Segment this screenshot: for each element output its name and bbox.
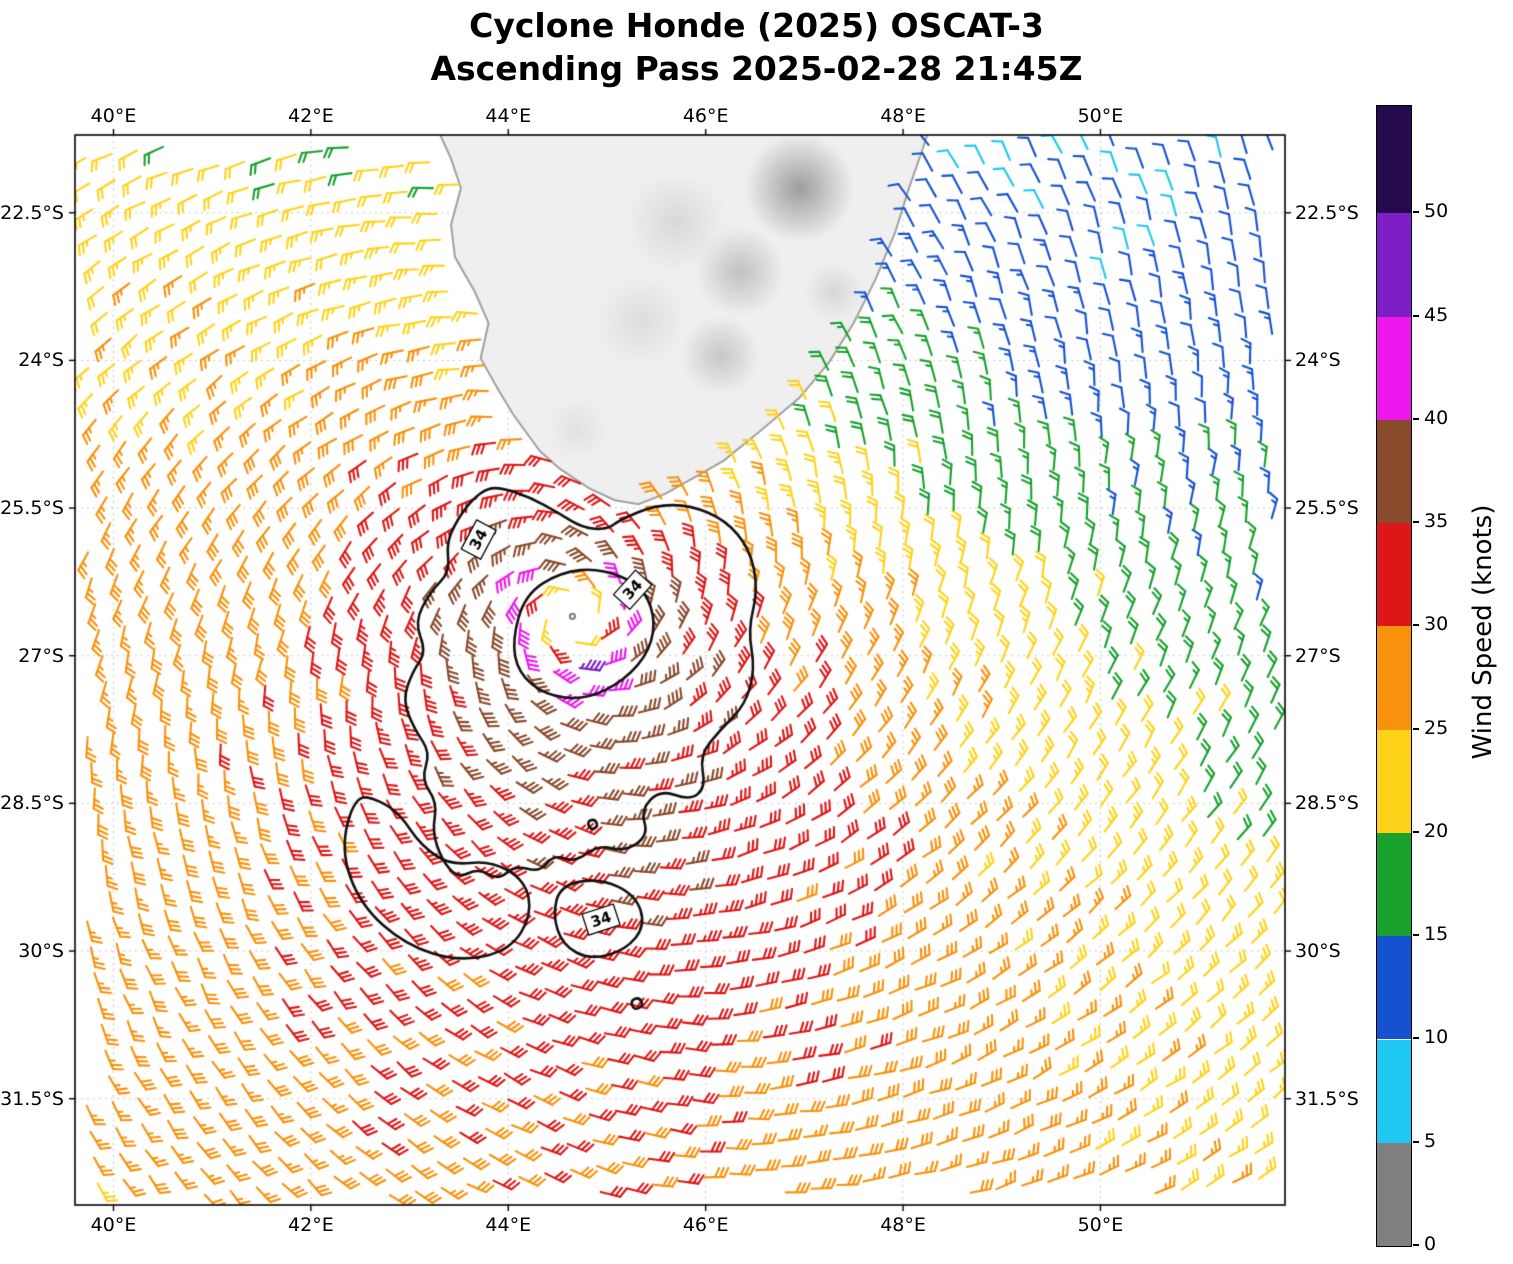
lon-tick-label-top-0: 40°E xyxy=(90,105,137,127)
lat-tick-label-right-2: 25.5°S xyxy=(1295,497,1359,520)
lon-tick-label-bottom-1: 42°E xyxy=(288,1214,334,1236)
lon-tick-label-top-2: 44°E xyxy=(485,105,532,127)
colorbar-tick-label-20: 20 xyxy=(1424,819,1449,842)
title-line-2: Ascending Pass 2025-02-28 21:45Z xyxy=(430,49,1083,88)
colorbar-tick-label-35: 35 xyxy=(1424,510,1449,533)
lon-tick-label-bottom-5: 50°E xyxy=(1077,1214,1124,1236)
colorbar-tick-label-15: 15 xyxy=(1424,923,1449,946)
lat-tick-label-right-6: 31.5°S xyxy=(1295,1087,1359,1110)
lon-tick-label-bottom-0: 40°E xyxy=(90,1214,137,1236)
lon-tick-label-bottom-4: 48°E xyxy=(880,1214,926,1236)
colorbar-tickmark-35 xyxy=(1413,521,1419,524)
colorbar-tick-label-10: 10 xyxy=(1424,1026,1449,1049)
colorbar-segment-10-15 xyxy=(1377,936,1411,1040)
lon-tick-label-bottom-3: 46°E xyxy=(682,1214,729,1236)
colorbar-tick-label-30: 30 xyxy=(1424,613,1449,636)
lon-tick-label-top-1: 42°E xyxy=(288,105,334,127)
lat-tick-label-left-1: 24°S xyxy=(18,349,64,372)
colorbar-segment-5-10 xyxy=(1377,1039,1411,1143)
colorbar-segment-30-35 xyxy=(1377,523,1411,627)
colorbar-axis-label: Wind Speed (knots) xyxy=(1468,504,1498,760)
lat-tick-label-right-3: 27°S xyxy=(1295,644,1341,667)
colorbar-segment-0-5 xyxy=(1377,1142,1411,1246)
lon-tick-label-top-5: 50°E xyxy=(1077,105,1124,127)
lat-tick-label-right-4: 28.5°S xyxy=(1295,792,1359,815)
lat-tick-label-left-4: 28.5°S xyxy=(0,792,64,815)
colorbar-segment-20-25 xyxy=(1377,729,1411,833)
lat-tick-label-left-6: 31.5°S xyxy=(0,1087,64,1110)
colorbar-tickmark-20 xyxy=(1413,830,1419,833)
colorbar-tickmark-10 xyxy=(1413,1037,1419,1040)
lat-tick-label-left-3: 27°S xyxy=(18,644,64,667)
colorbar-tickmark-50 xyxy=(1413,211,1419,214)
title-line-1: Cyclone Honde (2025) OSCAT-3 xyxy=(469,6,1044,45)
lon-tick-label-top-3: 46°E xyxy=(682,105,729,127)
lat-tick-label-right-0: 22.5°S xyxy=(1295,201,1359,224)
colorbar-tickmark-30 xyxy=(1413,624,1419,627)
colorbar-tickmark-15 xyxy=(1413,934,1419,937)
lat-tick-label-left-0: 22.5°S xyxy=(0,201,64,224)
colorbar-tick-label-5: 5 xyxy=(1424,1129,1437,1152)
wind-speed-colorbar xyxy=(1376,105,1412,1247)
colorbar-tickmark-40 xyxy=(1413,417,1419,420)
lat-tick-label-right-1: 24°S xyxy=(1295,349,1341,372)
colorbar-tick-label-40: 40 xyxy=(1424,406,1449,429)
colorbar-tickmark-45 xyxy=(1413,314,1419,317)
colorbar-tick-label-0: 0 xyxy=(1424,1233,1437,1255)
colorbar-segment-50-55.2 xyxy=(1377,106,1411,214)
colorbar-segment-45-50 xyxy=(1377,213,1411,317)
colorbar-tickmark-25 xyxy=(1413,727,1419,730)
colorbar-tickmark-0 xyxy=(1413,1244,1419,1246)
lat-tick-label-left-2: 25.5°S xyxy=(0,497,64,520)
lon-tick-label-bottom-2: 44°E xyxy=(485,1214,532,1236)
colorbar-tick-label-50: 50 xyxy=(1424,200,1449,223)
colorbar-tick-label-25: 25 xyxy=(1424,716,1449,739)
lon-tick-label-top-4: 48°E xyxy=(880,105,926,127)
colorbar-segment-40-45 xyxy=(1377,316,1411,420)
colorbar-segment-25-30 xyxy=(1377,626,1411,730)
colorbar-tick-label-45: 45 xyxy=(1424,303,1449,326)
colorbar-segment-15-20 xyxy=(1377,832,1411,937)
colorbar-tickmark-5 xyxy=(1413,1140,1419,1143)
lat-tick-label-left-5: 30°S xyxy=(18,940,64,963)
lat-tick-label-right-5: 30°S xyxy=(1295,940,1341,963)
colorbar-segment-35-40 xyxy=(1377,419,1411,524)
figure-title: Cyclone Honde (2025) OSCAT-3 Ascending P… xyxy=(0,4,1513,90)
